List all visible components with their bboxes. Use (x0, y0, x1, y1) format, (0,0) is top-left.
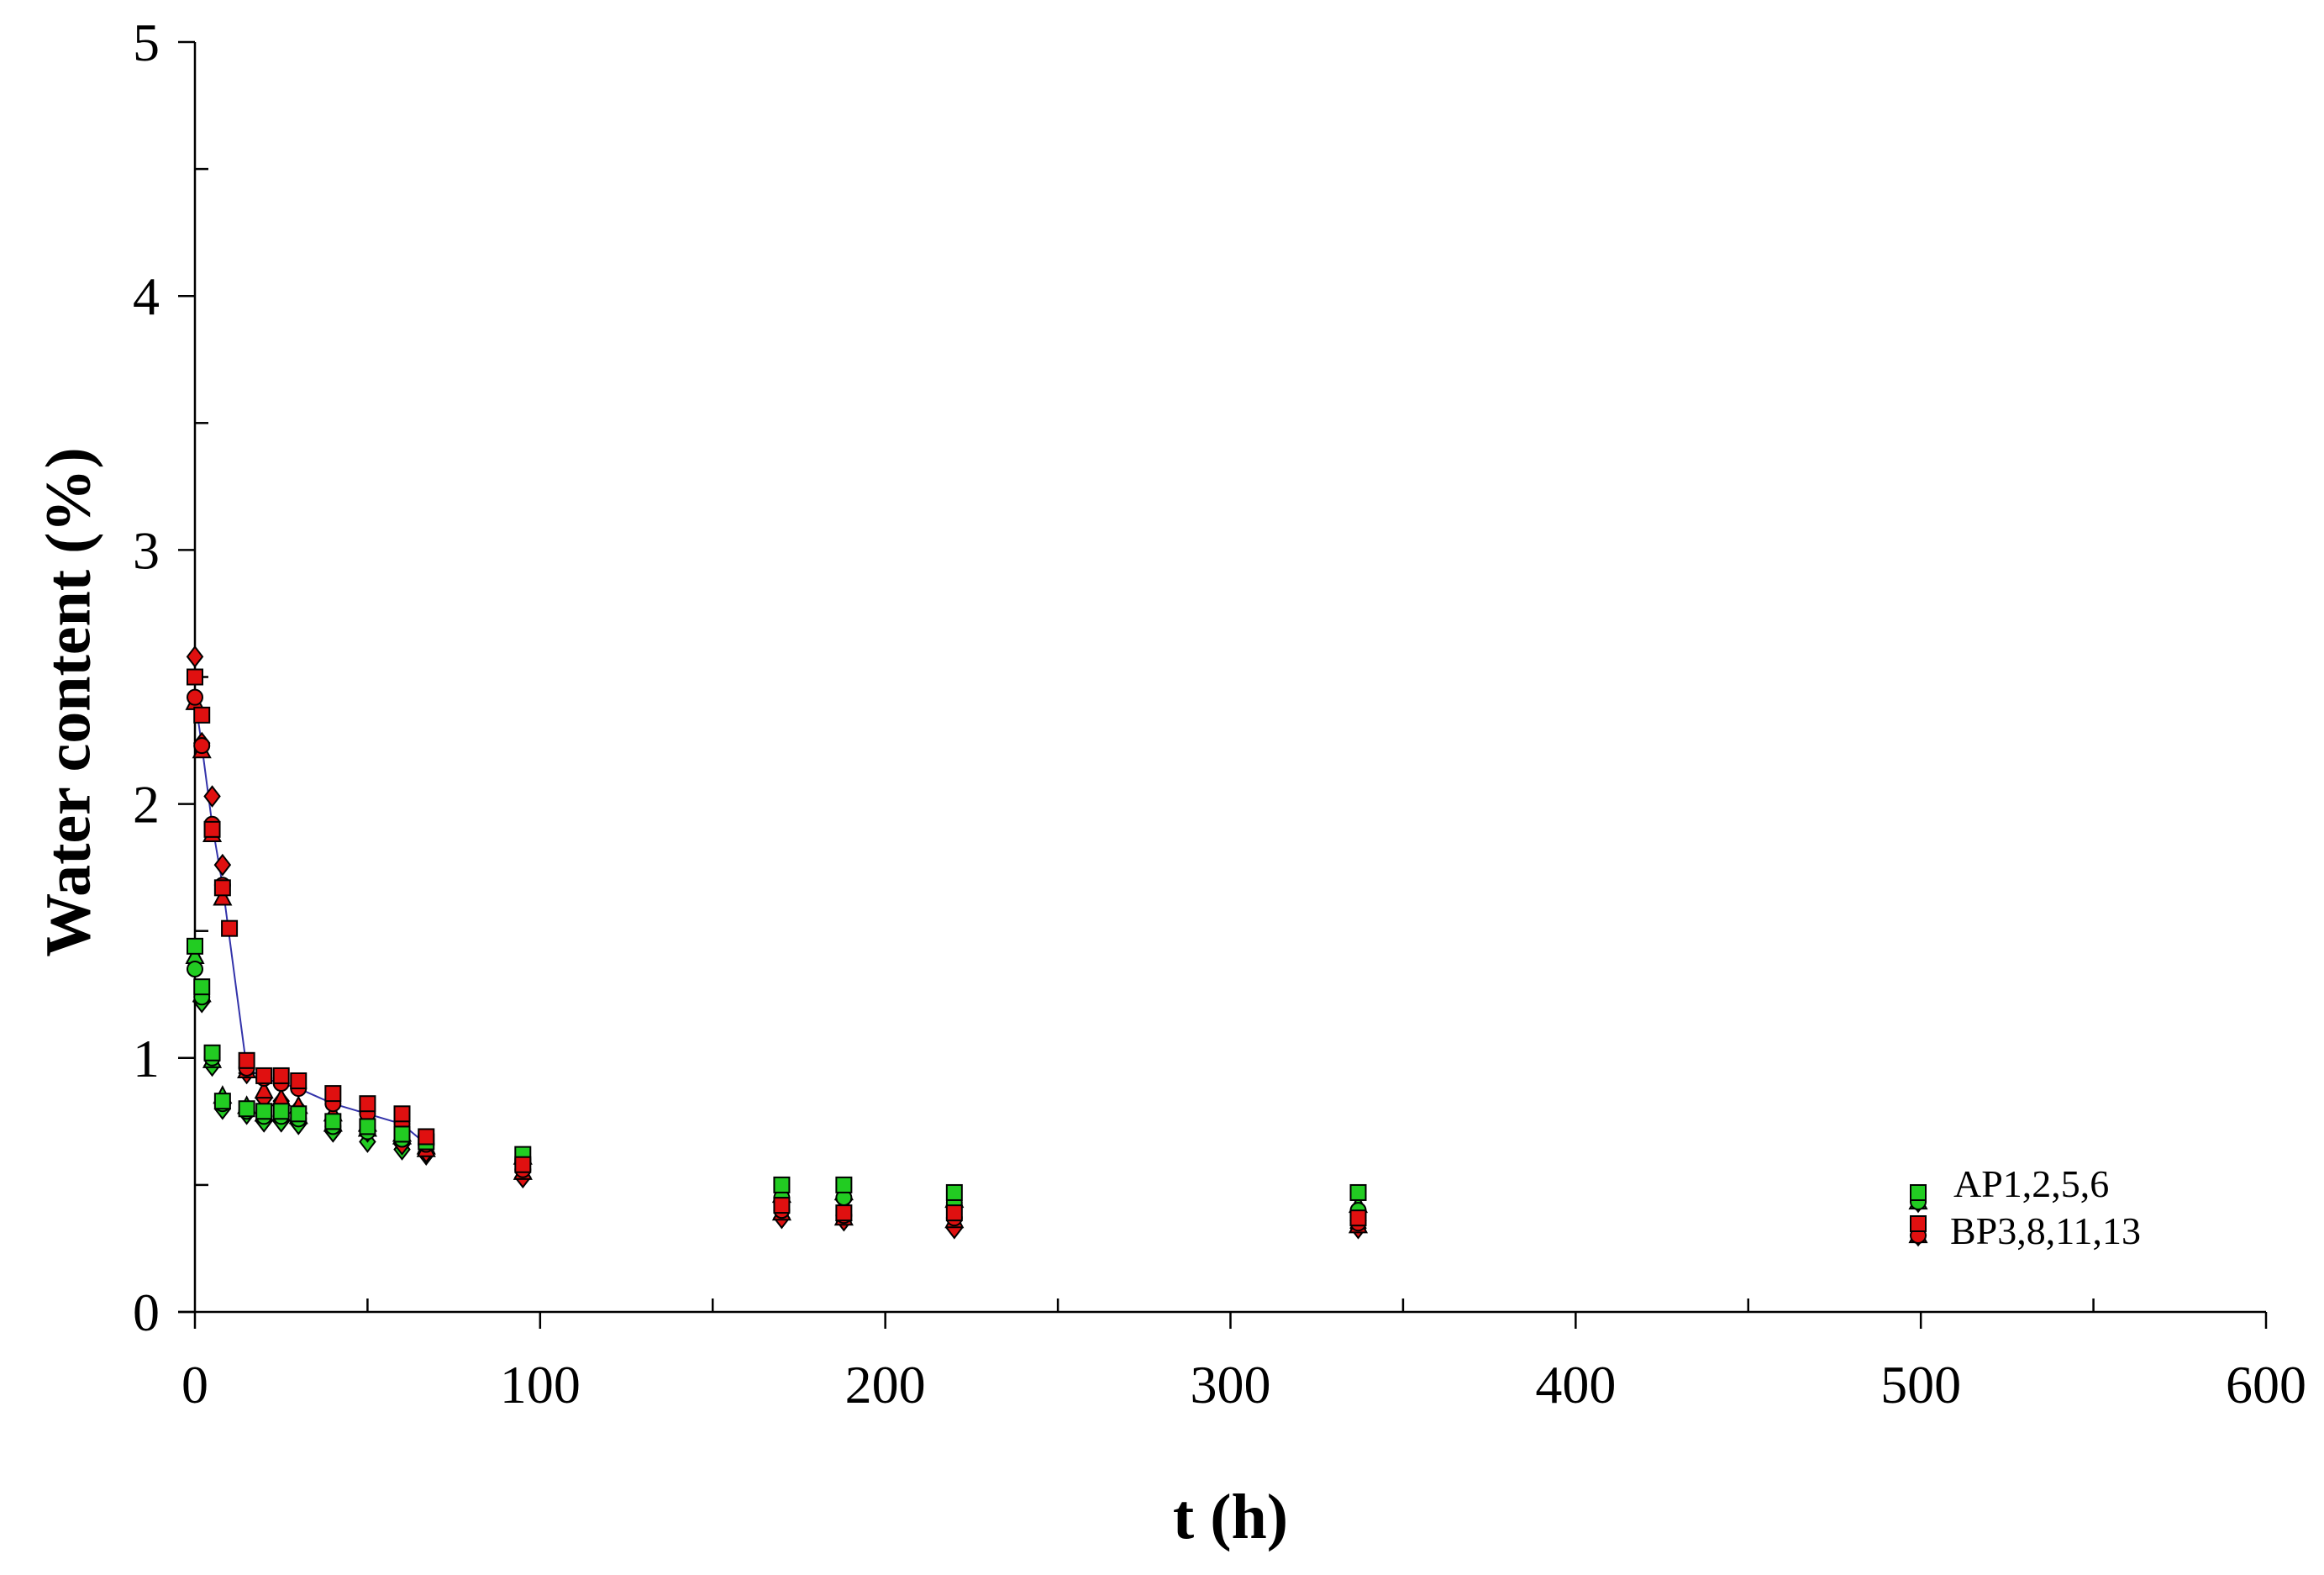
data-point-bp-square (393, 1105, 411, 1123)
data-point-bp-square (193, 706, 211, 724)
data-point-bp-square (514, 1156, 532, 1173)
data-point-ap-circle (187, 961, 203, 978)
data-point-bp-diamond (186, 645, 204, 668)
data-point-ap-square (255, 1103, 273, 1120)
data-point-ap-square (1349, 1183, 1367, 1201)
data-point-bp-square (945, 1204, 963, 1222)
data-point-ap-square (272, 1103, 290, 1120)
data-point-bp-square (238, 1051, 255, 1069)
x-tick-label: 400 (1535, 1355, 1616, 1414)
y-tick-label: 4 (133, 266, 160, 326)
data-point-bp-circle (193, 737, 211, 755)
data-point-ap-square (945, 1183, 963, 1201)
axes (178, 42, 2266, 1314)
data-point-ap-square (193, 978, 211, 996)
x-tick-label: 0 (181, 1355, 208, 1414)
legend-bp-square-icon (1910, 1215, 1927, 1232)
data-points (185, 645, 1369, 1240)
data-point-bp-square (773, 1197, 791, 1214)
data-point-ap-square (238, 1100, 255, 1118)
x-tick-label: 600 (2226, 1355, 2306, 1414)
data-point-bp-square (324, 1085, 342, 1103)
y-tick-label: 0 (133, 1283, 160, 1342)
data-point-bp-square (272, 1067, 290, 1084)
data-point-ap-square (213, 1093, 231, 1110)
data-point-bp-square (221, 919, 239, 937)
data-point-ap-square (835, 1176, 853, 1193)
y-tick-label: 5 (133, 13, 160, 72)
y-tick-label: 3 (133, 520, 160, 580)
legend: AP1,2,5,6 BP3,8,11,13 (1908, 1162, 2141, 1252)
x-tick-label: 300 (1191, 1355, 1271, 1414)
legend-ap-square-icon (1910, 1184, 1927, 1201)
legend-label-bp: BP3,8,11,13 (1950, 1209, 2141, 1252)
legend-bp-markers (1908, 1215, 1928, 1247)
x-tick-label: 200 (845, 1355, 926, 1414)
data-point-ap-square (359, 1118, 376, 1135)
legend-label-ap: AP1,2,5,6 (1953, 1162, 2109, 1205)
data-point-bp-square (213, 879, 231, 897)
y-tick-label: 2 (133, 775, 160, 835)
ticks: 0 1 2 3 4 5 0 100 200 300 400 500 600 (133, 13, 2306, 1414)
data-point-ap-square (393, 1125, 411, 1143)
data-point-bp-square (203, 820, 221, 838)
data-point-ap-square (290, 1105, 308, 1123)
legend-ap-markers (1908, 1184, 1928, 1214)
data-point-bp-square (290, 1072, 308, 1089)
data-point-ap-square (324, 1113, 342, 1130)
x-tick-label: 500 (1880, 1355, 1961, 1414)
data-point-bp-diamond (213, 853, 232, 877)
data-point-bp-triangle (254, 1080, 274, 1099)
data-point-bp-square (418, 1128, 435, 1146)
data-point-ap-square (773, 1176, 791, 1193)
data-point-bp-square (187, 668, 203, 686)
x-axis-title: t (h) (1173, 1482, 1288, 1552)
data-point-bp-square (255, 1067, 273, 1084)
data-point-bp-square (835, 1204, 853, 1222)
data-point-bp-diamond (203, 785, 221, 808)
data-point-bp-square (359, 1095, 376, 1113)
data-point-bp-triangle (213, 887, 233, 906)
y-tick-label: 1 (133, 1029, 160, 1088)
x-tick-label: 100 (500, 1355, 581, 1414)
data-point-bp-circle (187, 688, 203, 706)
data-point-ap-square (203, 1044, 221, 1061)
data-point-ap-square (187, 937, 203, 955)
data-point-bp-square (1349, 1209, 1367, 1227)
y-axis-title: Water content (%) (34, 447, 104, 956)
